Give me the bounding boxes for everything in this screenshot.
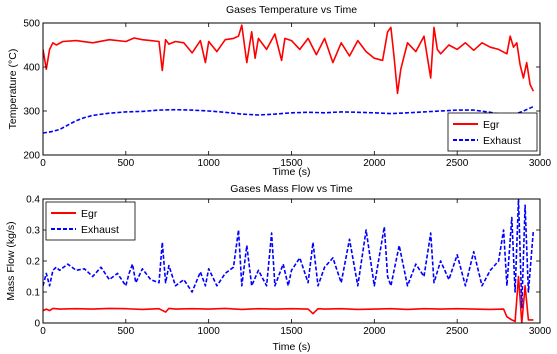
temperature-ticks: 0 500 1000 1500 2000 2500 3000 200 300 400 500 — [23, 19, 551, 170]
mass-flow-series — [43, 199, 535, 323]
mass-flow-y-tick-label: 0.1 — [26, 288, 40, 299]
mass-flow-y-tick-label: 0.3 — [26, 226, 40, 237]
temperature-legend-egr-label: Egr — [483, 119, 500, 131]
mass-flow-x-tick-label: 2500 — [446, 326, 469, 337]
mass-flow-legend-box — [45, 201, 136, 241]
temperature-legend: Egr Exhaust — [447, 112, 538, 152]
mass-flow-x-tick-label: 2000 — [363, 326, 386, 337]
mass-flow-ticks: 0 500 1000 1500 2000 2500 3000 0 0.1 0.2 0.3 0.4 — [26, 195, 551, 338]
mass-flow-x-tick-label: 500 — [117, 326, 134, 337]
mass-flow-x-tick-label: 1000 — [198, 326, 221, 337]
temperature-plot: Gases Temperature vs Time 0 500 1000 1500 20… — [7, 4, 552, 178]
mass-flow-y-tick-label: 0.2 — [26, 257, 40, 268]
temperature-y-tick-label: 400 — [23, 63, 40, 74]
mass-flow-x-label: Time (s) — [272, 341, 310, 353]
mass-flow-y-label: Mass Flow (kg/s) — [5, 221, 17, 300]
mass-flow-plot-title: Gases Mass Flow vs Time — [230, 183, 353, 195]
temperature-plot-title: Gases Temperature vs Time — [226, 4, 357, 16]
mass-flow-y-tick-label: 0.4 — [26, 195, 40, 206]
mass-flow-exhaust-line — [43, 199, 535, 309]
mass-flow-legend-egr-label: Egr — [81, 208, 98, 220]
temperature-x-tick-label: 1000 — [198, 158, 221, 169]
temperature-exhaust-line — [43, 105, 534, 134]
temperature-legend-box — [447, 112, 538, 152]
mass-flow-x-tick-label: 0 — [40, 326, 46, 337]
temperature-x-tick-label: 500 — [117, 158, 134, 169]
mass-flow-x-tick-label: 1500 — [280, 326, 303, 337]
temperature-y-tick-label: 500 — [23, 19, 40, 30]
temperature-x-tick-label: 2000 — [363, 158, 386, 169]
mass-flow-legend: Egr Exhaust — [45, 201, 136, 241]
temperature-x-tick-label: 0 — [40, 158, 46, 169]
temperature-x-tick-label: 1500 — [280, 158, 303, 169]
temperature-x-label: Time (s) — [272, 166, 310, 178]
mass-flow-x-tick-label: 3000 — [529, 326, 552, 337]
temperature-series — [43, 24, 535, 134]
mass-flow-legend-exhaust-label: Exhaust — [81, 224, 119, 236]
mass-flow-plot: Gases Mass Flow vs Time 0 500 1000 1500 2000… — [5, 183, 552, 353]
mass-flow-y-tick-label: 0 — [34, 319, 40, 330]
temperature-y-label: Temperature (°C) — [7, 49, 19, 130]
temperature-y-tick-label: 200 — [23, 151, 40, 162]
temperature-x-tick-label: 2500 — [446, 158, 469, 169]
temperature-y-tick-label: 300 — [23, 107, 40, 118]
temperature-legend-exhaust-label: Exhaust — [483, 135, 521, 147]
mass-flow-egr-line — [43, 275, 534, 323]
temperature-x-tick-label: 3000 — [529, 158, 552, 169]
temperature-egr-line — [43, 24, 535, 95]
